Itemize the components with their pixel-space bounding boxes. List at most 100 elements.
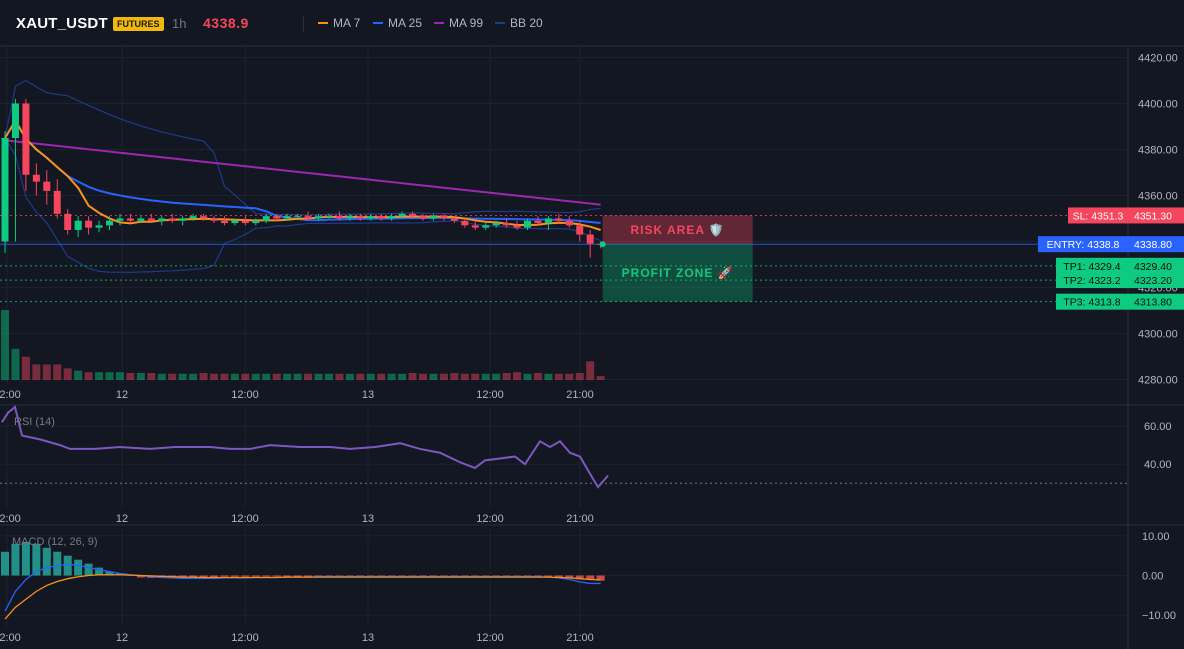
candle-body bbox=[482, 225, 490, 228]
candle-body bbox=[356, 216, 364, 219]
last-price-dot bbox=[599, 241, 606, 248]
legend-bb20[interactable]: BB 20 bbox=[495, 16, 543, 30]
volume-bar bbox=[21, 356, 30, 380]
time-tick-label: 12 bbox=[116, 389, 128, 401]
macd-tick-label: −10.00 bbox=[1142, 610, 1176, 622]
level-axis-tag bbox=[1128, 236, 1184, 253]
volume-bar bbox=[84, 372, 93, 380]
time-tick-label: 13 bbox=[362, 389, 374, 401]
price-tick-label: 4300.00 bbox=[1138, 328, 1178, 340]
macd-histogram-bar bbox=[565, 575, 574, 578]
macd-histogram-bar bbox=[324, 575, 333, 577]
volume-bar bbox=[283, 373, 292, 380]
macd-histogram-bar bbox=[251, 575, 260, 577]
level-tag-label: TP2: 4323.2 bbox=[1063, 275, 1120, 287]
legend-ma99[interactable]: MA 99 bbox=[434, 16, 483, 30]
time-tick-label: 12:00 bbox=[476, 389, 504, 401]
rsi-time-tick-label: 21:00 bbox=[566, 513, 594, 525]
macd-histogram-bar bbox=[586, 575, 595, 580]
ma99-line bbox=[4, 139, 601, 206]
futures-badge: FUTURES bbox=[113, 17, 164, 31]
ma99-swatch bbox=[434, 22, 444, 24]
volume-bar bbox=[105, 372, 114, 380]
candle-body bbox=[294, 216, 302, 218]
volume-bar bbox=[544, 373, 553, 380]
last-price: 4338.9 bbox=[203, 15, 249, 31]
rsi-line bbox=[1, 405, 609, 489]
volume-bar bbox=[554, 373, 563, 380]
volume-bar bbox=[460, 373, 469, 380]
candle-body bbox=[220, 220, 228, 224]
candle-body bbox=[241, 220, 249, 224]
rsi-time-tick-label: 12:00 bbox=[231, 513, 259, 525]
level-axis-label: 4313.80 bbox=[1134, 297, 1172, 309]
rsi-tick-label: 60.00 bbox=[1144, 421, 1172, 433]
level-axis-label: 4329.40 bbox=[1134, 261, 1172, 273]
volume-bar bbox=[523, 373, 532, 380]
macd-histogram-bar bbox=[105, 571, 114, 576]
candle-body bbox=[168, 218, 176, 221]
macd-time-tick-label: 12:00 bbox=[0, 632, 21, 644]
candle-body bbox=[367, 216, 375, 219]
macd-title: MACD (12, 26, 9) bbox=[12, 536, 98, 548]
time-tick-label: 21:00 bbox=[566, 389, 594, 401]
macd-tick-label: 0.00 bbox=[1142, 571, 1163, 583]
candle-body bbox=[262, 216, 270, 221]
volume-bar bbox=[450, 373, 459, 380]
macd-histogram-bar bbox=[575, 575, 584, 579]
risk-area-label: RISK AREA 🛡️ bbox=[630, 223, 724, 237]
volume-bar bbox=[11, 348, 20, 380]
macd-histogram-bar bbox=[95, 567, 104, 576]
volume-bar bbox=[596, 376, 605, 380]
macd-histogram-bar bbox=[262, 575, 271, 577]
legend-ma7[interactable]: MA 7 bbox=[318, 16, 360, 30]
level-tag bbox=[1038, 236, 1128, 253]
symbol-title[interactable]: XAUT_USDT bbox=[16, 15, 108, 32]
candle-body bbox=[315, 216, 322, 219]
macd-histogram-bar bbox=[554, 575, 563, 578]
candle-body bbox=[22, 103, 30, 175]
candle-body bbox=[565, 220, 573, 226]
candle-body bbox=[576, 225, 584, 235]
rsi-time-tick-label: 12:00 bbox=[0, 513, 21, 525]
candle-body bbox=[116, 218, 124, 221]
legend-bb20-label: BB 20 bbox=[510, 16, 543, 30]
legend-ma25[interactable]: MA 25 bbox=[373, 16, 422, 30]
ma7-swatch bbox=[318, 22, 328, 24]
rsi-tick-label: 40.00 bbox=[1144, 459, 1172, 471]
volume-bar bbox=[502, 373, 511, 380]
rsi-time-tick-label: 13 bbox=[362, 513, 374, 525]
candle-body bbox=[283, 216, 291, 219]
level-tag-label: TP3: 4313.8 bbox=[1063, 297, 1120, 309]
volume-bar bbox=[335, 373, 344, 380]
level-tag-label: TP1: 4329.4 bbox=[1063, 261, 1120, 273]
volume-bar bbox=[63, 368, 72, 380]
rsi-title: RSI (14) bbox=[14, 416, 55, 428]
volume-bar bbox=[32, 364, 41, 380]
macd-histogram-bar bbox=[32, 543, 41, 576]
macd-histogram-bar bbox=[199, 575, 208, 578]
candle-body bbox=[304, 216, 312, 219]
volume-bar bbox=[189, 373, 198, 380]
candle-body bbox=[346, 216, 354, 219]
volume-bar bbox=[419, 373, 427, 380]
macd-histogram-bar bbox=[53, 551, 62, 576]
volume-bar bbox=[429, 373, 438, 380]
macd-histogram-bar bbox=[74, 559, 83, 576]
rsi-time-tick-label: 12 bbox=[116, 513, 128, 525]
time-tick-label: 12:00 bbox=[231, 389, 259, 401]
price-tick-label: 4420.00 bbox=[1138, 52, 1178, 64]
candle-body bbox=[189, 216, 197, 219]
time-tick-label: 12:00 bbox=[0, 389, 21, 401]
candle-body bbox=[419, 216, 427, 219]
chart-header: XAUT_USDT FUTURES 1h 4338.9 MA 7 MA 25 M… bbox=[0, 0, 1184, 46]
rsi-time-tick-label: 12:00 bbox=[476, 513, 504, 525]
volume-bar bbox=[241, 373, 250, 380]
timeframe-selector[interactable]: 1h bbox=[172, 16, 187, 31]
macd-time-tick-label: 21:00 bbox=[566, 632, 594, 644]
macd-time-tick-label: 13 bbox=[362, 632, 374, 644]
volume-bar bbox=[471, 373, 480, 380]
macd-histogram-bar bbox=[366, 575, 375, 577]
profit-zone-label: PROFIT ZONE 🚀 bbox=[622, 266, 734, 280]
